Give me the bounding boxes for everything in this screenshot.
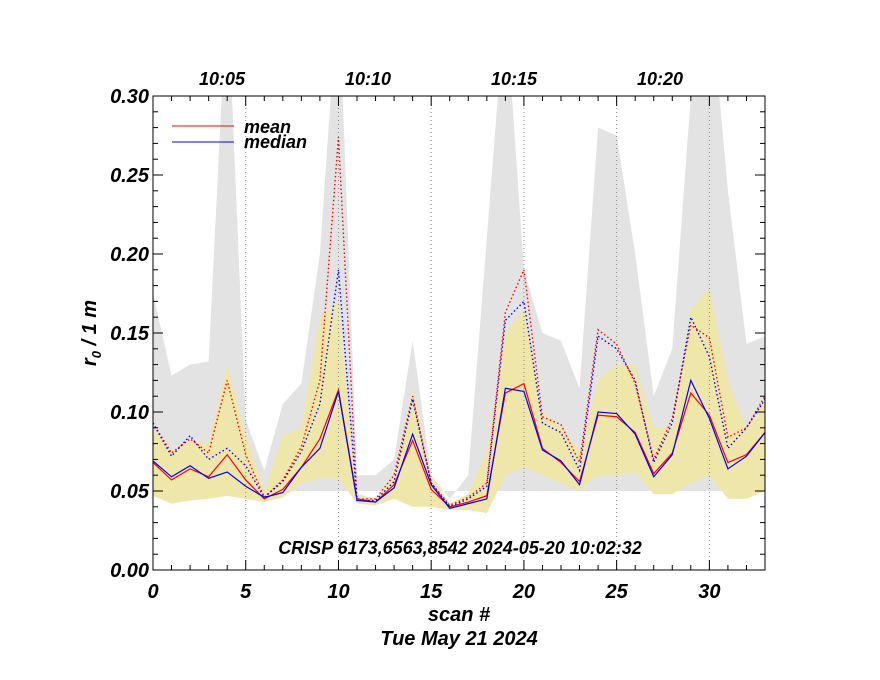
- time-tick-label: 10:05: [199, 69, 246, 89]
- plot-frame: [152, 95, 766, 571]
- series-line-median: [153, 378, 765, 510]
- legend-mean-label: mean: [244, 117, 291, 137]
- chart-annotation: CRISP 6173,6563,8542 2024-05-20 10:02:32: [278, 538, 642, 558]
- y-tick-label: 0.10: [110, 402, 149, 424]
- series-line-median-upper: [153, 269, 765, 508]
- x-tick-label: 15: [420, 581, 443, 603]
- y-tick-label: 0.00: [110, 560, 149, 582]
- y-axis-label-subscript: 0: [89, 350, 104, 358]
- y-tick-label: 0.25: [110, 165, 150, 187]
- y-tick-label: 0.15: [110, 323, 150, 345]
- x-tick-label: 0: [147, 581, 158, 603]
- y-axis-label-rest: / 1 m: [79, 300, 101, 351]
- legend-median-label: median: [244, 132, 307, 152]
- time-tick-label: 10:15: [491, 69, 538, 89]
- x-tick-label: 5: [240, 581, 252, 603]
- x-tick-label: 10: [327, 581, 349, 603]
- date-label: Tue May 21 2024: [380, 628, 538, 650]
- legend: mean median: [172, 117, 307, 152]
- x-tick-label: 30: [698, 581, 720, 603]
- y-tick-label: 0.30: [110, 86, 149, 108]
- y-tick-label: 0.20: [110, 244, 149, 266]
- y-axis-label: r0 / 1 m: [79, 300, 104, 366]
- x-tick-label: 25: [605, 581, 629, 603]
- time-tick-label: 10:10: [345, 69, 391, 89]
- x-tick-label: 20: [512, 581, 535, 603]
- y-tick-label: 0.05: [110, 481, 150, 503]
- yellow-range-band: [153, 288, 765, 514]
- x-axis-label: scan #: [428, 604, 491, 626]
- y-axis-label-r: r: [79, 357, 101, 366]
- time-tick-label: 10:20: [637, 69, 683, 89]
- series-line-mean: [153, 382, 765, 508]
- series-line-mean-upper: [153, 137, 765, 507]
